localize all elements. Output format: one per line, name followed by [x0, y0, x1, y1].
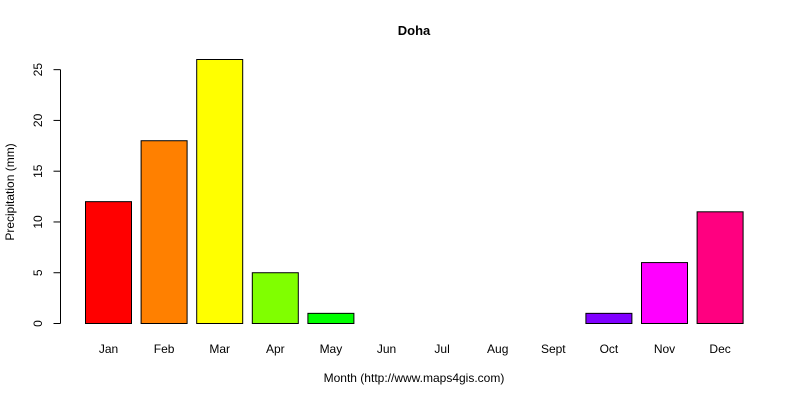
x-tick-label: Oct: [600, 342, 619, 356]
y-axis: 0 5 10 15 20 25: [31, 63, 61, 327]
x-tick-label: Mar: [209, 342, 230, 356]
y-tick-label: 10: [31, 215, 45, 229]
x-tick-label: Feb: [154, 342, 175, 356]
x-tick-label: Jul: [434, 342, 449, 356]
x-tick-label: Dec: [709, 342, 730, 356]
y-tick-label: 5: [31, 269, 45, 276]
bars-group: [85, 59, 744, 325]
bar-nov: [641, 262, 688, 325]
x-tick-label: Jan: [99, 342, 118, 356]
x-tick-label: Aug: [487, 342, 508, 356]
y-tick-label: 15: [31, 164, 45, 178]
x-tick-label: Nov: [654, 342, 675, 356]
bar-feb: [140, 140, 188, 324]
x-axis-tick-labels: Jan Feb Mar Apr May Jun Jul Aug Sept Oct Nov Dec: [99, 342, 731, 356]
x-axis-label: Month (http://www.maps4gis.com): [324, 371, 505, 385]
x-tick-label: May: [320, 342, 343, 356]
bar-oct: [585, 312, 633, 325]
x-tick-label: Sept: [541, 342, 566, 356]
bar-jan: [85, 201, 132, 324]
x-tick-label: Jun: [377, 342, 396, 356]
chart-title: Doha: [398, 23, 431, 38]
bar-may: [307, 312, 355, 325]
y-tick-label: 20: [31, 113, 45, 127]
x-tick-label: Apr: [266, 342, 285, 356]
y-axis-label: Precipitation (mm): [3, 143, 17, 240]
bar-apr: [251, 272, 299, 325]
bar-mar: [196, 59, 244, 324]
y-tick-label: 25: [31, 63, 45, 77]
bar-dec: [696, 211, 744, 324]
y-tick-label: 0: [31, 320, 45, 327]
